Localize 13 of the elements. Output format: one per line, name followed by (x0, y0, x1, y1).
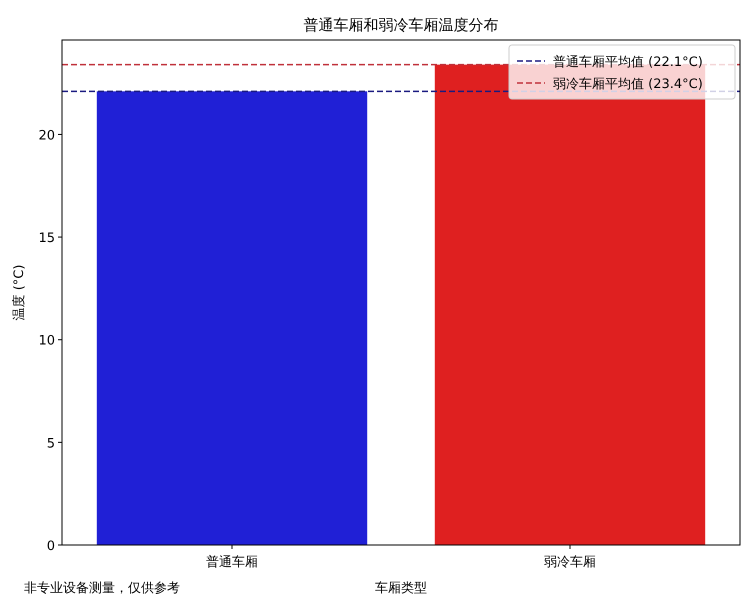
x-axis-title: 车厢类型 (375, 581, 427, 596)
y-tick-label: 15 (38, 231, 55, 246)
legend-label: 普通车厢平均值 (22.1°C) (553, 54, 703, 70)
y-tick-label: 10 (38, 334, 55, 349)
text: 非专业设备测量，仅供参考 (24, 581, 180, 596)
y-tick-label: 0 (46, 539, 55, 554)
legend-label: 弱冷车厢平均值 (23.4°C) (553, 77, 703, 92)
x-tick-label: 弱冷车厢 (544, 555, 596, 570)
y-tick-label: 20 (38, 128, 55, 144)
x-tick-label: 普通车厢 (206, 554, 258, 570)
y-tick-label: 5 (46, 436, 55, 452)
y-axis-title: 温度 (°C) (11, 264, 27, 320)
chart-title: 普通车厢和弱冷车厢温度分布 (304, 16, 498, 34)
